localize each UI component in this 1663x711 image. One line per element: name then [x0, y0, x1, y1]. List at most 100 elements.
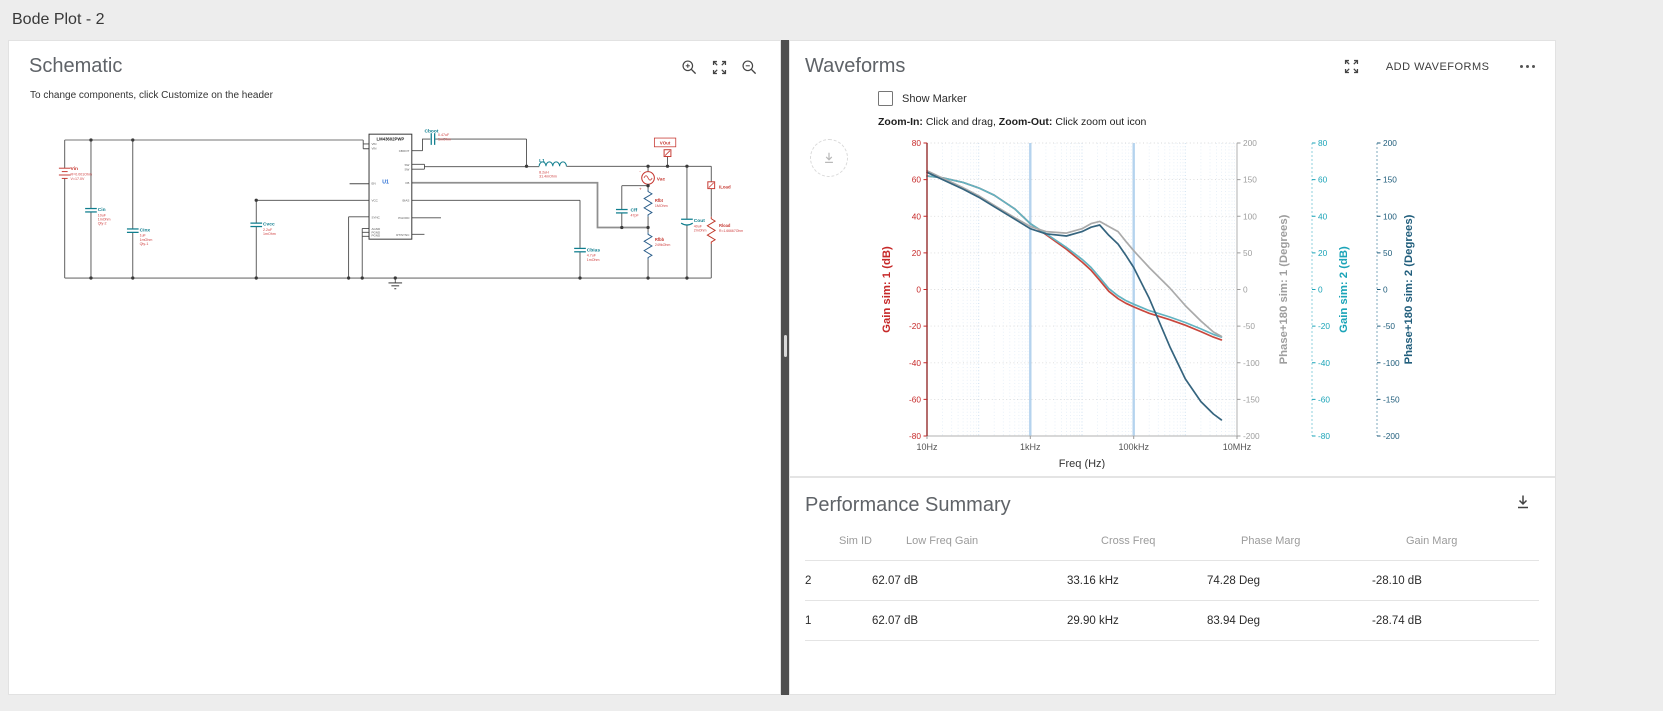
ic-pin-label: EN: [371, 182, 375, 186]
value-label: 0.47uF: [438, 133, 450, 137]
value-label: 1mOhm: [98, 218, 111, 222]
right-panel: Waveforms ADD WAVEFORMS Show Marker Zoom…: [789, 40, 1556, 695]
table-cell: 2: [805, 574, 812, 587]
column-header: Gain Marg: [1406, 535, 1458, 547]
schematic-panel: Schematic To change components, click Cu…: [8, 40, 781, 695]
value-label: 249kOhm: [655, 243, 671, 247]
svg-text:-150: -150: [1243, 394, 1260, 404]
value-label: 10uF: [98, 213, 107, 217]
chart-download-button[interactable]: [810, 139, 848, 177]
value-label: 31.4mOhm: [539, 175, 557, 179]
show-marker-checkbox[interactable]: [878, 91, 893, 106]
performance-download-icon[interactable]: [1515, 494, 1531, 515]
svg-text:200: 200: [1243, 138, 1257, 148]
svg-text:Phase+180 sim: 1 (Degrees): Phase+180 sim: 1 (Degrees): [1278, 214, 1290, 364]
ic-pin-labels: VINVINENVCCSYNCAGNDPGNDPGNDCBOOTSWSWFBBI…: [371, 142, 410, 238]
svg-text:80: 80: [1318, 138, 1328, 148]
vout-probe-icon[interactable]: [663, 149, 672, 158]
ic-pin-label: VIN: [371, 142, 376, 146]
ic-pin-label: PGND: [371, 230, 381, 234]
svg-text:-80: -80: [1318, 431, 1330, 441]
svg-text:100: 100: [1383, 211, 1397, 221]
value-label: 1mOhm: [263, 232, 276, 236]
capacitor-plates: [85, 133, 694, 253]
zoom-out-hint-label: Zoom-Out:: [998, 116, 1053, 128]
ic-pin-label: SW: [405, 168, 410, 172]
overflow-menu-icon[interactable]: [1516, 61, 1540, 73]
svg-text:1kHz: 1kHz: [1020, 442, 1041, 452]
svg-text:-40: -40: [909, 358, 921, 368]
svg-text:150: 150: [1243, 175, 1257, 185]
component-rload-zigzag[interactable]: [706, 216, 717, 245]
add-waveforms-button[interactable]: ADD WAVEFORMS: [1380, 60, 1496, 74]
value-label: V=17.0V: [71, 177, 85, 181]
waveforms-title: Waveforms: [805, 55, 906, 77]
label-cin: Cin: [98, 207, 106, 213]
value-label: 2.2uF: [263, 228, 273, 232]
ic-pin-label: AGND: [371, 227, 381, 231]
zoom-out-hint-text: Click zoom out icon: [1052, 116, 1147, 128]
svg-text:-60: -60: [1318, 394, 1330, 404]
resizer-grip: [783, 335, 787, 357]
table-cell: 62.07 dB: [872, 574, 919, 587]
svg-text:50: 50: [1243, 248, 1253, 258]
performance-section: Performance Summary Sim ID Low Freq Gain C…: [790, 478, 1555, 694]
svg-text:20: 20: [912, 248, 922, 258]
ic-pin-label: BIAS: [403, 199, 410, 203]
component-l1-coil[interactable]: [538, 161, 567, 167]
svg-text:-20: -20: [909, 321, 921, 331]
fullscreen-icon[interactable]: [711, 59, 728, 76]
svg-text:Gain sim: 1 (dB): Gain sim: 1 (dB): [881, 246, 893, 333]
table-row: 2 62.07 dB 33.16 kHz 74.28 Deg -28.10 dB: [805, 561, 1539, 601]
column-header: Sim ID: [839, 535, 872, 547]
label-rfbb: Rfbb: [655, 237, 665, 242]
svg-text:-50: -50: [1243, 321, 1255, 331]
table-cell: 1: [805, 614, 812, 627]
waveforms-section: Waveforms ADD WAVEFORMS Show Marker Zoom…: [790, 41, 1555, 478]
label-iload: ILoad: [719, 185, 731, 190]
label-cff: Cff: [631, 207, 638, 213]
svg-text:0: 0: [1383, 285, 1388, 295]
zoom-in-icon[interactable]: [681, 59, 698, 76]
svg-text:-60: -60: [909, 394, 921, 404]
ic-pin-label: SYNC: [371, 215, 380, 219]
ic-pin-label: VIN: [371, 147, 376, 151]
svg-text:Gain sim: 2 (dB): Gain sim: 2 (dB): [1338, 246, 1350, 333]
feedback-wire: [411, 181, 649, 229]
component-vin[interactable]: [58, 167, 71, 179]
svg-text:150: 150: [1383, 175, 1397, 185]
ic-ref-designator: U1: [382, 180, 389, 186]
component-vac[interactable]: - +: [639, 170, 655, 193]
ic-pin-label: PGOOD: [398, 216, 410, 220]
value-label: 2mOhm: [694, 229, 707, 233]
schematic-subtitle: To change components, click Customize on…: [30, 90, 273, 101]
label-l1: L1: [539, 158, 545, 164]
component-ic[interactable]: LM43602PWP U1 VINVINENVCCSYNCAGNDPGNDPGN…: [368, 133, 413, 240]
svg-text:60: 60: [912, 175, 922, 185]
svg-text:-100: -100: [1243, 358, 1260, 368]
zoom-out-icon[interactable]: [741, 59, 758, 76]
table-cell: 29.90 kHz: [1067, 614, 1119, 627]
svg-text:-200: -200: [1243, 431, 1260, 441]
panel-resizer[interactable]: [781, 40, 789, 695]
ground-symbol: [388, 282, 403, 290]
value-label: 1mOhm: [140, 238, 153, 242]
table-cell: -28.74 dB: [1372, 614, 1422, 627]
main-content: Schematic To change components, click Cu…: [8, 40, 1556, 703]
waveforms-fullscreen-icon[interactable]: [1343, 58, 1360, 75]
value-label: 8.2uH: [539, 171, 549, 175]
label-cvcc: Cvcc: [263, 222, 275, 228]
show-marker-label: Show Marker: [902, 92, 967, 105]
vout-flag: VOut: [653, 137, 677, 148]
component-rfbt-zigzag[interactable]: [643, 189, 653, 217]
value-label: 47pF: [631, 213, 640, 217]
svg-text:-150: -150: [1383, 394, 1400, 404]
component-rfbb-zigzag[interactable]: [643, 232, 653, 260]
svg-text:10MHz: 10MHz: [1223, 442, 1252, 452]
schematic-canvas[interactable]: LM43602PWP U1 VINVINENVCCSYNCAGNDPGNDPGN…: [55, 127, 755, 293]
iload-probe-icon[interactable]: [707, 181, 716, 190]
label-vin: Vin: [71, 166, 79, 172]
performance-title: Performance Summary: [805, 494, 1011, 516]
svg-text:0: 0: [916, 285, 921, 295]
